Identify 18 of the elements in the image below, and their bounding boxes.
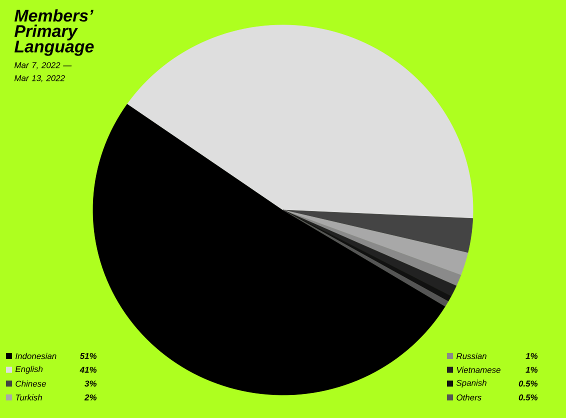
data-label: 51%: [80, 353, 97, 359]
data-label: 41%: [80, 366, 97, 373]
data-label: 0.5%: [518, 380, 538, 387]
legend-label: Others: [456, 394, 482, 401]
legend-label: Turkish: [16, 394, 42, 401]
legend-label: Vietnamese: [456, 366, 500, 373]
text: Mar 7, 2022 — Mar 13, 2022: [14, 62, 72, 82]
data-label: 1%: [526, 353, 538, 359]
legend-label: Spanish: [456, 380, 486, 388]
chart-title: Members’ Primary Language: [14, 9, 94, 56]
legend-label: Chinese: [16, 380, 46, 387]
data-label: 3%: [84, 380, 97, 387]
data-label: 1%: [526, 366, 538, 373]
legend-label: Indonesian: [16, 352, 56, 360]
legend-label: English: [15, 366, 43, 374]
legend-label: Russian: [456, 352, 486, 360]
data-label: 2%: [84, 394, 97, 400]
data-label: 0.5%: [518, 394, 538, 400]
